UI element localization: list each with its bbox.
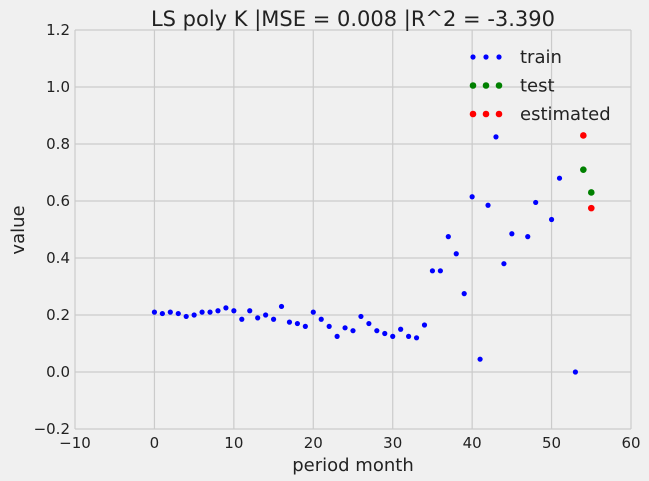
train-point bbox=[215, 308, 221, 314]
train-point bbox=[533, 199, 539, 206]
train-point bbox=[255, 315, 261, 321]
train-point bbox=[421, 322, 428, 328]
estimated-point bbox=[587, 204, 595, 212]
train-point bbox=[525, 234, 531, 240]
train-point bbox=[485, 202, 491, 208]
train-point bbox=[548, 216, 555, 223]
estimated-point bbox=[580, 132, 587, 139]
legend-marker-test bbox=[469, 82, 477, 89]
x-tick-label: 40 bbox=[463, 434, 482, 452]
train-point bbox=[151, 309, 158, 315]
legend-label-train: train bbox=[520, 47, 562, 68]
x-tick-label: 60 bbox=[621, 434, 640, 452]
legend: train test estimated bbox=[469, 47, 611, 125]
train-point bbox=[398, 326, 404, 332]
x-tick-label: 50 bbox=[542, 434, 561, 452]
data-points bbox=[151, 132, 595, 375]
train-point bbox=[223, 305, 229, 311]
y-tick-label: 1.0 bbox=[46, 78, 70, 96]
train-point bbox=[159, 310, 165, 317]
train-point bbox=[374, 328, 380, 334]
train-point bbox=[326, 323, 332, 329]
x-tick-label: 20 bbox=[304, 434, 323, 452]
train-point bbox=[239, 316, 245, 322]
train-point bbox=[334, 333, 340, 339]
legend-marker-train bbox=[483, 54, 489, 60]
train-point bbox=[231, 308, 237, 314]
train-point bbox=[175, 310, 181, 317]
train-point bbox=[302, 323, 308, 329]
train-point bbox=[294, 320, 300, 327]
y-tick-labels: −0.2 0.0 0.2 0.4 0.6 0.8 1.0 1.2 bbox=[34, 21, 70, 438]
legend-marker-test bbox=[482, 82, 490, 89]
train-point bbox=[556, 175, 563, 181]
train-point bbox=[461, 291, 467, 297]
train-point bbox=[445, 234, 451, 240]
train-point bbox=[263, 312, 269, 318]
plot-area bbox=[75, 30, 631, 429]
train-point bbox=[437, 268, 443, 274]
train-point bbox=[429, 268, 436, 274]
y-tick-label: 1.2 bbox=[46, 21, 70, 39]
legend-marker-train bbox=[496, 54, 502, 60]
train-point bbox=[342, 325, 348, 331]
legend-marker-test bbox=[495, 82, 503, 89]
x-tick-label: −10 bbox=[59, 434, 91, 452]
train-point bbox=[572, 369, 579, 375]
x-axis-label: period month bbox=[292, 455, 413, 476]
train-point bbox=[278, 303, 285, 310]
train-point bbox=[358, 313, 364, 320]
x-tick-label: 0 bbox=[150, 434, 160, 452]
train-point bbox=[406, 333, 412, 339]
y-tick-label: 0.2 bbox=[46, 306, 70, 324]
x-tick-label: 10 bbox=[224, 434, 243, 452]
train-point bbox=[501, 261, 507, 267]
y-tick-label: 0.0 bbox=[46, 363, 70, 381]
y-tick-label: 0.8 bbox=[46, 135, 70, 153]
train-point bbox=[493, 134, 499, 140]
y-tick-label: 0.6 bbox=[46, 192, 70, 210]
train-point bbox=[247, 308, 253, 314]
train-point bbox=[366, 320, 372, 327]
y-tick-label: 0.4 bbox=[46, 249, 70, 267]
train-point bbox=[286, 319, 293, 325]
chart-title: LS poly K |MSE = 0.008 |R^2 = -3.390 bbox=[151, 7, 555, 32]
x-tick-label: 30 bbox=[383, 434, 402, 452]
legend-marker-estimated bbox=[469, 110, 477, 118]
train-point bbox=[509, 231, 515, 237]
train-point bbox=[207, 309, 213, 315]
train-point bbox=[413, 335, 420, 341]
y-tick-label: −0.2 bbox=[34, 420, 70, 438]
legend-label-test: test bbox=[520, 76, 555, 97]
train-point bbox=[469, 194, 475, 200]
train-point bbox=[199, 309, 205, 315]
train-point bbox=[382, 330, 388, 337]
train-point bbox=[477, 356, 483, 362]
train-point bbox=[270, 316, 277, 322]
legend-marker-estimated bbox=[482, 110, 490, 118]
train-point bbox=[191, 312, 197, 318]
train-point bbox=[350, 328, 356, 334]
y-axis-label: value bbox=[8, 205, 29, 254]
train-point bbox=[318, 316, 324, 322]
test-point bbox=[580, 166, 587, 173]
x-tick-labels: −10 0 10 20 30 40 50 60 bbox=[59, 434, 640, 452]
grid-lines bbox=[74, 29, 632, 430]
train-point bbox=[310, 309, 316, 315]
test-point bbox=[587, 189, 595, 196]
legend-marker-estimated bbox=[495, 110, 503, 118]
train-point bbox=[390, 333, 396, 339]
train-point bbox=[167, 309, 173, 315]
legend-marker-train bbox=[470, 54, 476, 60]
train-point bbox=[453, 251, 459, 257]
train-point bbox=[183, 313, 189, 320]
legend-label-estimated: estimated bbox=[520, 104, 611, 125]
